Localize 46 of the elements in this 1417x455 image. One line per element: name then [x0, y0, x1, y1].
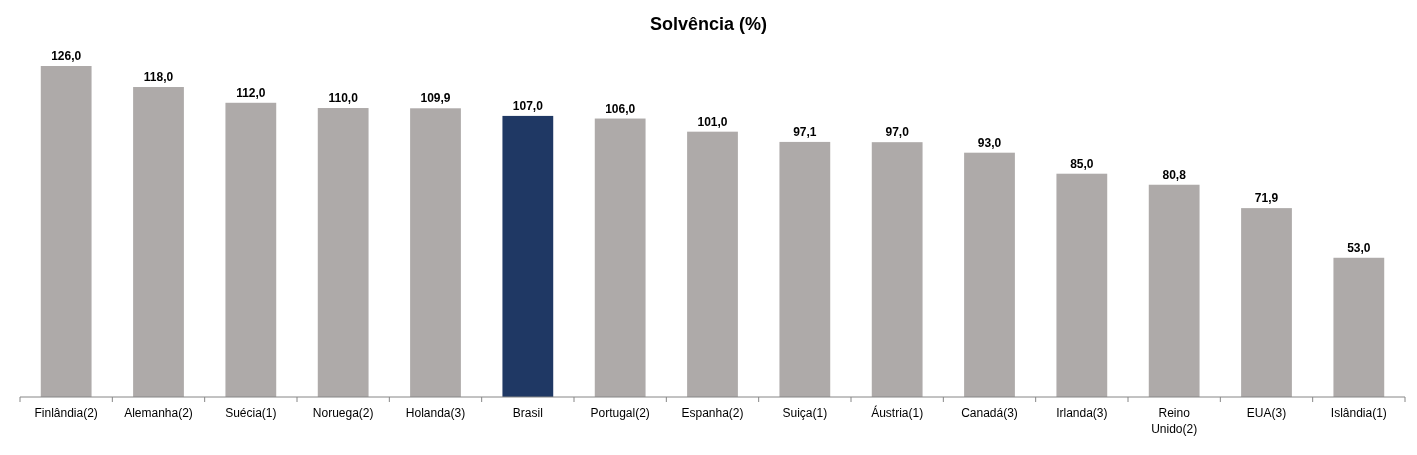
x-tick-label: Alemanha(2) — [124, 406, 193, 420]
x-tick-label: Áustria(1) — [871, 405, 924, 420]
data-label: 110,0 — [328, 91, 359, 106]
data-label: 93,0 — [977, 135, 1002, 150]
x-tick-label: Suiça(1) — [782, 406, 828, 420]
chart-title: Solvência (%) — [649, 14, 768, 34]
x-tick-label: Holanda(3) — [405, 406, 466, 420]
data-label: 109,9 — [420, 91, 451, 106]
bar — [1056, 173, 1108, 397]
bar — [594, 118, 646, 397]
x-tick-label: Noruega(2) — [312, 406, 374, 420]
bar — [964, 152, 1015, 397]
bar — [317, 108, 369, 397]
x-tick-label: Reino Unido(2) — [1151, 406, 1198, 436]
data-label: 112,0 — [236, 85, 266, 100]
x-tick-label: Irlanda(3) — [1056, 406, 1108, 420]
data-label: 107,0 — [512, 98, 544, 113]
data-label: 80,8 — [1162, 167, 1187, 182]
bar — [779, 141, 831, 397]
data-label: 126,0 — [51, 49, 82, 63]
data-label: 53,0 — [1347, 240, 1371, 255]
bar — [225, 102, 277, 397]
bar — [1241, 208, 1292, 397]
bar — [1148, 184, 1200, 397]
data-label: 101,0 — [697, 114, 728, 129]
bar — [410, 108, 461, 397]
bar — [871, 142, 923, 397]
data-label: 97,1 — [793, 124, 817, 139]
data-label: 85,0 — [1070, 156, 1094, 171]
data-label: 118,0 — [143, 70, 174, 85]
x-tick-label: Brasil — [512, 406, 543, 420]
data-label: 97,0 — [885, 125, 910, 140]
x-tick-label: Suécia(1) — [225, 406, 277, 420]
bar — [133, 87, 184, 397]
bar — [40, 66, 92, 397]
x-tick-label: Islândia(1) — [1330, 406, 1387, 420]
data-label: 106,0 — [605, 101, 636, 116]
x-tick-label: Canadá(3) — [961, 406, 1018, 420]
x-tick-label: Portugal(2) — [590, 406, 650, 420]
data-label: 71,9 — [1254, 191, 1279, 206]
x-tick-label: Espanha(2) — [681, 406, 744, 420]
bar — [502, 115, 554, 397]
x-tick-label: EUA(3) — [1246, 406, 1287, 420]
bar — [687, 131, 738, 397]
x-tick-label: Finlândia(2) — [34, 406, 98, 420]
bar — [1333, 257, 1385, 397]
